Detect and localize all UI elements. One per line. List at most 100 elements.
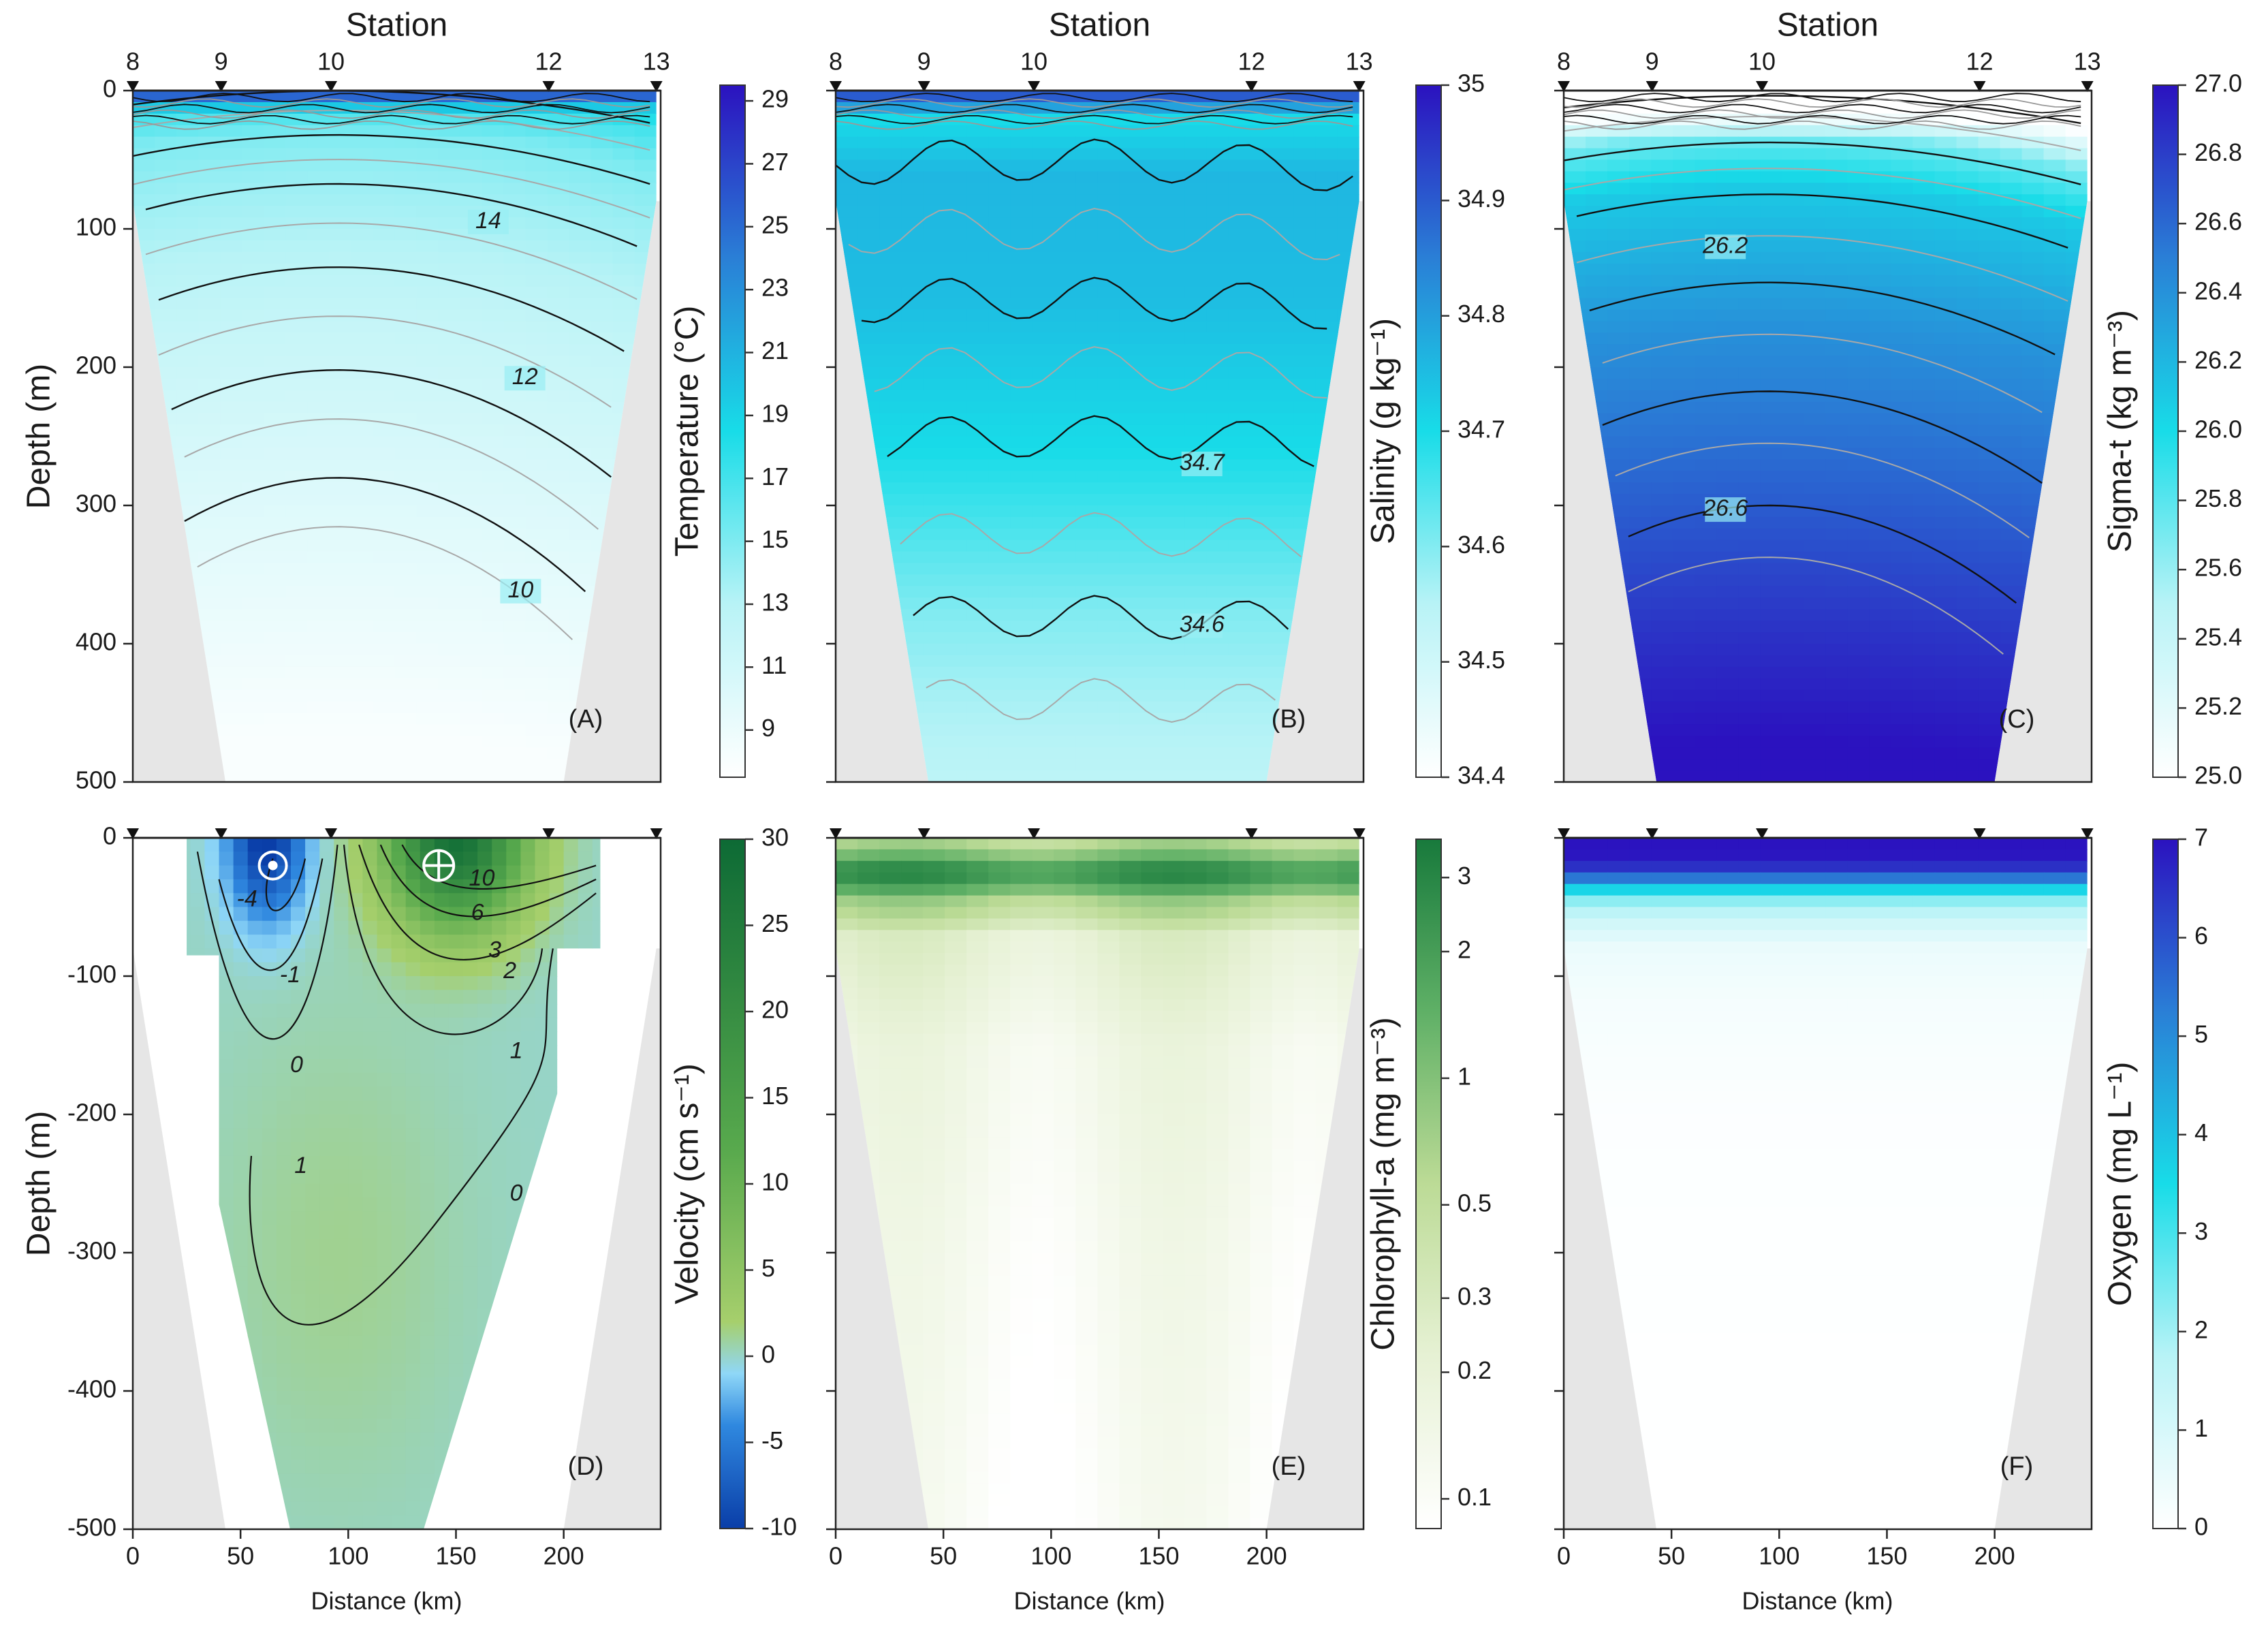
field-cell: [945, 736, 968, 749]
field-cell: [1825, 183, 1848, 195]
field-cell: [857, 113, 881, 126]
field-cell: [1075, 436, 1099, 449]
field-cell: [1184, 125, 1208, 138]
field-cell: [1804, 401, 1827, 414]
field-cell: [569, 286, 592, 299]
station-label: 8: [1557, 48, 1571, 76]
field-cell: [1032, 471, 1055, 484]
field-cell: [204, 838, 220, 853]
field-cell: [1891, 689, 1914, 702]
field-cell: [2043, 183, 2066, 195]
field-cell: [612, 125, 635, 138]
field-cell: [1956, 206, 1979, 219]
field-cell: [1695, 574, 1718, 587]
field-cell: [592, 865, 601, 880]
field-cell: [1228, 309, 1251, 322]
field-cell: [329, 551, 352, 564]
field-cell: [264, 309, 287, 322]
field-cell: [1315, 159, 1338, 172]
field-cell: [592, 838, 601, 853]
field-cell: [1738, 194, 1761, 207]
field-cell: [1629, 136, 1652, 149]
field-cell: [482, 424, 505, 437]
field-cell: [547, 597, 570, 610]
field-cell: [836, 125, 859, 138]
field-cell: [198, 448, 221, 460]
contour-line: [132, 104, 650, 114]
field-cell: [1075, 367, 1099, 379]
field-cell: [373, 251, 396, 264]
station-title: Station: [1777, 7, 1878, 44]
field-cell: [1978, 125, 2001, 138]
field-cell: [329, 298, 352, 311]
field-cell: [525, 436, 548, 449]
field-cell: [482, 298, 505, 311]
field-cell: [1956, 332, 1979, 345]
field-cell: [460, 747, 483, 760]
contour-line: [158, 266, 625, 352]
field-cell: [394, 459, 418, 472]
field-cell: [329, 251, 352, 264]
field-cell: [857, 229, 881, 241]
field-cell: [1075, 263, 1099, 276]
field-cell: [988, 159, 1011, 172]
field-cell: [988, 171, 1011, 184]
field-cell: [1934, 390, 1957, 403]
field-cell: [482, 632, 505, 644]
field-cell: [477, 907, 493, 922]
field-cell: [1760, 125, 1783, 138]
field-cell: [1010, 516, 1033, 529]
field-cell: [1956, 632, 1979, 644]
field-cell: [319, 907, 335, 922]
field-cell: [1054, 263, 1077, 276]
field-cell: [1651, 482, 1674, 495]
field-cell: [1804, 759, 1827, 772]
colorbar-tick-label: 35: [1458, 69, 1485, 97]
field-cell: [1673, 217, 1696, 230]
field-cell: [373, 586, 396, 599]
field-cell: [351, 424, 374, 437]
field-cell: [1782, 217, 1805, 230]
field-cell: [1206, 125, 1229, 138]
field-cell: [1075, 494, 1099, 506]
field-cell: [373, 701, 396, 714]
field-cell: [1119, 332, 1142, 345]
field-cell: [242, 482, 265, 495]
field-cell: [1651, 736, 1674, 749]
field-cell: [351, 194, 374, 207]
field-cell: [1891, 747, 1914, 760]
field-cell: [2043, 148, 2066, 161]
field-cell: [1760, 321, 1783, 334]
field-cell: [2021, 91, 2045, 103]
field-cell: [1075, 275, 1099, 287]
field-cell: [988, 356, 1011, 368]
field-cell: [525, 413, 548, 426]
field-cell: [1912, 229, 1936, 241]
station-label: 12: [1966, 48, 1993, 76]
field-cell: [857, 298, 881, 311]
field-cell: [1847, 424, 1870, 437]
field-cell: [1804, 494, 1827, 506]
field-cell: [482, 528, 505, 541]
field-cell: [1825, 286, 1848, 299]
field-cell: [351, 563, 374, 576]
field-cell: [198, 206, 221, 219]
field-cell: [945, 390, 968, 403]
field-cell: [220, 298, 243, 311]
field-cell: [2021, 125, 2045, 138]
field-cell: [1695, 286, 1718, 299]
field-cell: [1315, 251, 1338, 264]
contour-line: [145, 183, 637, 247]
field-cell: [1564, 136, 1587, 149]
field-cell: [1010, 240, 1033, 253]
field-cell: [525, 344, 548, 357]
field-cell: [1956, 770, 1979, 782]
field-cell: [1673, 378, 1696, 391]
field-cell: [1206, 586, 1229, 599]
field-cell: [285, 621, 309, 633]
field-cell: [394, 574, 418, 587]
field-cell: [1075, 401, 1099, 414]
field-cell: [176, 125, 200, 138]
station-label: 10: [317, 48, 345, 76]
field-cell: [220, 713, 243, 725]
